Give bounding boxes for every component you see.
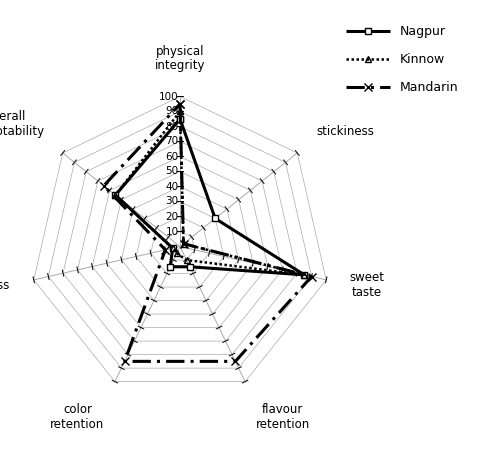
Text: 100: 100 bbox=[159, 91, 178, 102]
Text: 70: 70 bbox=[166, 137, 178, 147]
Text: 90: 90 bbox=[166, 106, 178, 116]
Text: bitterness: bitterness bbox=[0, 279, 10, 292]
Legend: Nagpur, Kinnow, Mandarin: Nagpur, Kinnow, Mandarin bbox=[341, 20, 464, 99]
Text: 20: 20 bbox=[166, 211, 178, 221]
Text: physical
integrity: physical integrity bbox=[155, 44, 206, 72]
Text: color
retention: color retention bbox=[50, 403, 104, 431]
Text: 30: 30 bbox=[166, 196, 178, 207]
Text: overall
acceptability: overall acceptability bbox=[0, 110, 44, 138]
Text: 60: 60 bbox=[166, 151, 178, 161]
Text: stickiness: stickiness bbox=[316, 125, 374, 138]
Text: sweet
taste: sweet taste bbox=[350, 271, 384, 299]
Text: 50: 50 bbox=[166, 166, 178, 176]
Text: 80: 80 bbox=[166, 122, 178, 131]
Text: flavour
retention: flavour retention bbox=[256, 403, 310, 431]
Text: 10: 10 bbox=[166, 227, 178, 236]
Text: 40: 40 bbox=[166, 182, 178, 192]
